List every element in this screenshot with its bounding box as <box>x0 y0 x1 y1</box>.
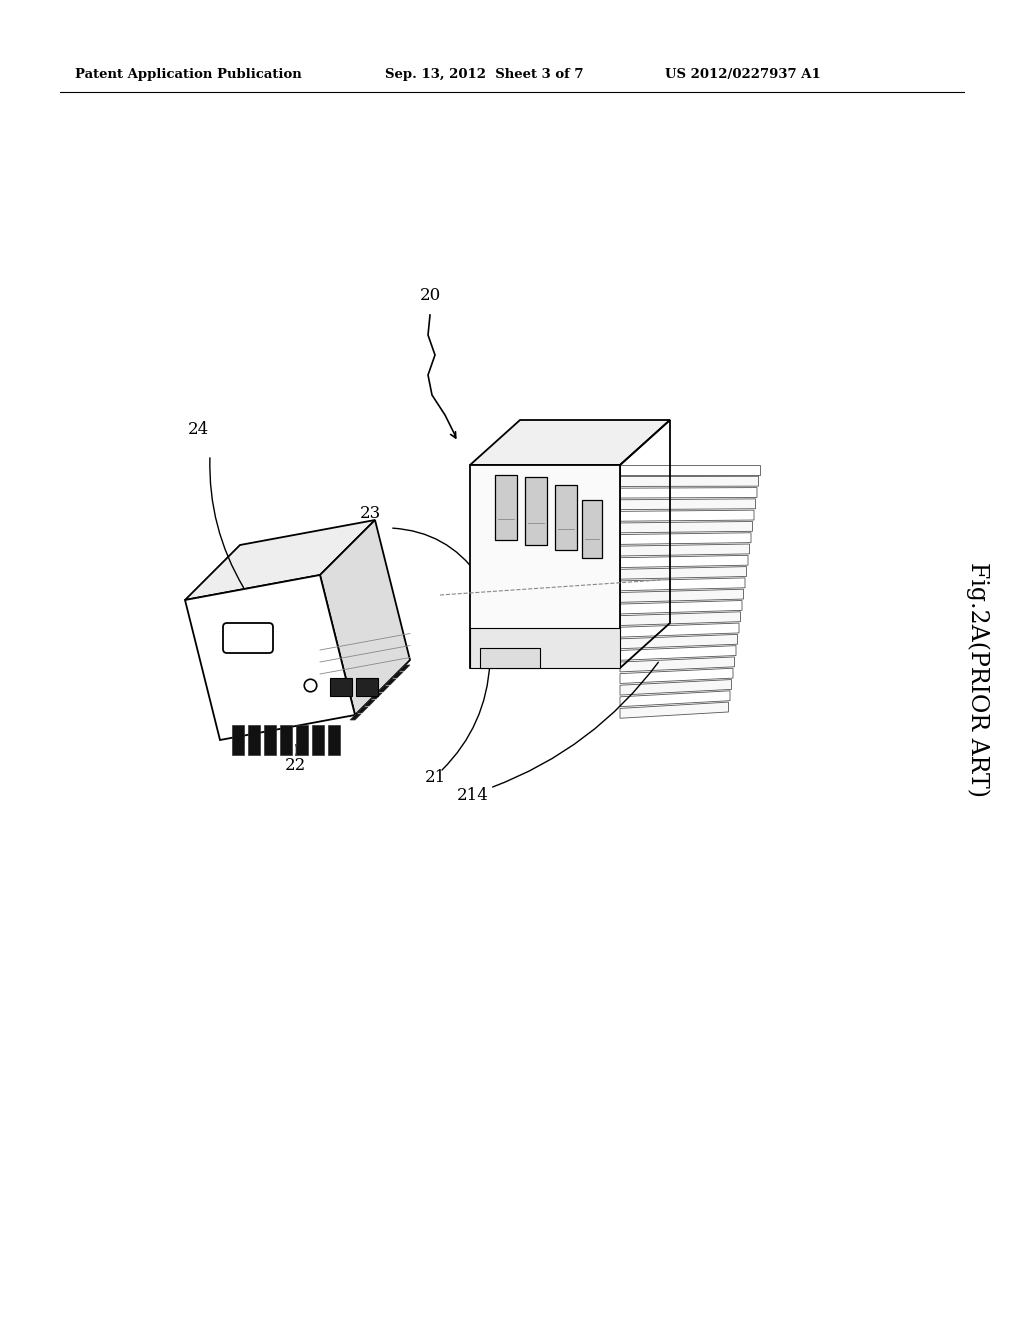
Polygon shape <box>620 544 750 556</box>
Polygon shape <box>620 690 730 706</box>
Polygon shape <box>399 665 410 671</box>
Polygon shape <box>620 465 760 475</box>
Polygon shape <box>232 725 244 755</box>
Text: US 2012/0227937 A1: US 2012/0227937 A1 <box>665 69 821 81</box>
Polygon shape <box>620 623 739 638</box>
Text: 23: 23 <box>359 504 381 521</box>
Polygon shape <box>620 477 759 487</box>
Polygon shape <box>620 499 756 510</box>
Polygon shape <box>392 672 403 678</box>
Bar <box>356 678 378 696</box>
Polygon shape <box>555 484 577 550</box>
Polygon shape <box>480 648 540 668</box>
Polygon shape <box>620 566 746 579</box>
Polygon shape <box>620 521 753 533</box>
Polygon shape <box>620 533 751 544</box>
Polygon shape <box>495 475 517 540</box>
Polygon shape <box>350 714 361 719</box>
Polygon shape <box>525 477 547 545</box>
Polygon shape <box>620 510 754 521</box>
Polygon shape <box>620 601 742 614</box>
Polygon shape <box>364 700 375 706</box>
Polygon shape <box>620 589 743 602</box>
Polygon shape <box>312 725 324 755</box>
Polygon shape <box>185 576 355 741</box>
Text: Fig.2A(PRIOR ART): Fig.2A(PRIOR ART) <box>967 562 990 797</box>
Polygon shape <box>620 578 745 591</box>
Bar <box>330 678 352 696</box>
Text: 21: 21 <box>424 770 445 787</box>
Polygon shape <box>470 465 620 668</box>
Polygon shape <box>620 487 757 498</box>
Text: 24: 24 <box>187 421 209 438</box>
Text: 22: 22 <box>285 756 305 774</box>
Polygon shape <box>620 680 731 696</box>
Polygon shape <box>620 645 736 660</box>
FancyBboxPatch shape <box>223 623 273 653</box>
Polygon shape <box>264 725 276 755</box>
Text: Sep. 13, 2012  Sheet 3 of 7: Sep. 13, 2012 Sheet 3 of 7 <box>385 69 584 81</box>
Polygon shape <box>620 635 737 648</box>
Polygon shape <box>582 500 602 558</box>
Polygon shape <box>620 702 728 718</box>
Polygon shape <box>280 725 292 755</box>
Polygon shape <box>328 725 340 755</box>
Polygon shape <box>620 611 740 626</box>
Polygon shape <box>357 708 368 713</box>
Polygon shape <box>385 678 396 685</box>
Polygon shape <box>248 725 260 755</box>
Polygon shape <box>185 520 375 601</box>
Polygon shape <box>470 628 620 668</box>
Polygon shape <box>378 686 389 692</box>
Polygon shape <box>620 657 734 672</box>
Polygon shape <box>319 520 410 715</box>
Polygon shape <box>620 556 748 568</box>
Polygon shape <box>470 420 670 465</box>
Text: Patent Application Publication: Patent Application Publication <box>75 69 302 81</box>
Polygon shape <box>296 725 308 755</box>
Text: 20: 20 <box>420 286 440 304</box>
Polygon shape <box>620 668 733 684</box>
Polygon shape <box>371 693 382 700</box>
Text: 214: 214 <box>457 787 488 804</box>
